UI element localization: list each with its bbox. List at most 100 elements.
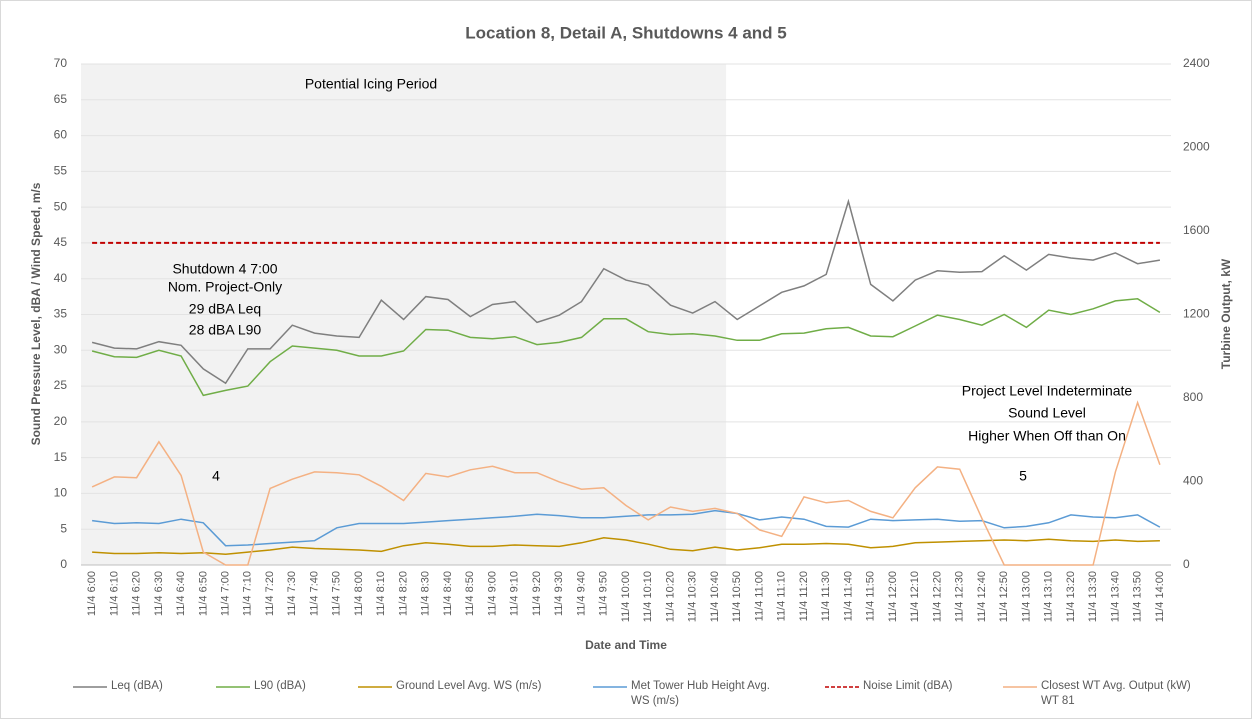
x-tick-label: 11/4 9:00 <box>486 571 498 616</box>
x-tick-label: 11/4 9:10 <box>509 571 521 616</box>
legend-label: Ground Level Avg. WS (m/s) <box>396 680 542 692</box>
legend-label: L90 (dBA) <box>254 680 306 692</box>
x-tick-label: 11/4 7:00 <box>219 571 231 616</box>
x-tick-label: 11/4 6:00 <box>86 571 98 616</box>
x-tick-label: 11/4 12:20 <box>931 571 943 622</box>
legend-swatch <box>358 686 392 688</box>
annotation: 29 dBA Leq <box>189 301 261 317</box>
annotation: 4 <box>212 468 220 484</box>
x-tick-label: 11/4 12:00 <box>887 571 899 622</box>
y-axis-label: Sound Pressure Level, dBA / Wind Speed, … <box>29 182 43 445</box>
y-tick-label: 25 <box>54 378 68 392</box>
x-tick-label: 11/4 11:30 <box>820 571 832 621</box>
x-tick-label: 11/4 10:50 <box>731 571 743 622</box>
x-tick-label: 11/4 10:20 <box>664 571 676 622</box>
annotation: Nom. Project-Only <box>168 279 282 295</box>
y2-tick-label: 0 <box>1183 557 1190 571</box>
x-tick-label: 11/4 8:10 <box>375 571 387 616</box>
legend-swatch <box>216 686 250 688</box>
x-tick-label: 11/4 6:10 <box>108 571 120 616</box>
y-tick-label: 65 <box>54 92 68 106</box>
series-line <box>91 298 1161 397</box>
x-tick-label: 11/4 7:30 <box>286 571 298 616</box>
annotation: Higher When Off than On <box>968 428 1126 444</box>
y-tick-label: 5 <box>60 521 67 535</box>
y-tick-label: 55 <box>54 164 68 178</box>
legend-label: Noise Limit (dBA) <box>863 680 953 692</box>
y-tick-label: 50 <box>54 199 68 213</box>
x-tick-label: 11/4 7:20 <box>264 571 276 616</box>
y-tick-label: 15 <box>54 450 68 464</box>
x-tick-label: 11/4 11:00 <box>753 571 765 621</box>
x-tick-label: 11/4 6:50 <box>197 571 209 616</box>
series-line <box>92 509 1161 547</box>
x-tick-label: 11/4 8:30 <box>420 571 432 616</box>
y-tick-label: 60 <box>54 128 68 142</box>
legend-swatch <box>1003 686 1037 688</box>
x-tick-label: 11/4 11:50 <box>865 571 877 621</box>
series-line <box>91 198 1161 385</box>
x-tick-label: 11/4 12:50 <box>998 571 1010 622</box>
y2-tick-label: 800 <box>1183 390 1203 404</box>
x-tick-label: 11/4 8:20 <box>397 571 409 616</box>
y-tick-label: 35 <box>54 307 68 321</box>
x-tick-label: 11/4 10:00 <box>620 571 632 622</box>
series-line <box>92 537 1160 556</box>
x-tick-label: 11/4 13:40 <box>1109 571 1121 622</box>
y-tick-label: 45 <box>54 235 68 249</box>
x-tick-label: 11/4 11:10 <box>776 571 788 621</box>
x-tick-label: 11/4 12:40 <box>976 571 988 622</box>
annotation: Shutdown 4 7:00 <box>172 261 277 277</box>
x-tick-label: 11/4 14:00 <box>1154 571 1166 622</box>
x-tick-label: 11/4 13:00 <box>1020 571 1032 622</box>
legend-label: Leq (dBA) <box>111 680 163 692</box>
x-tick-label: 11/4 8:40 <box>442 571 454 616</box>
x-tick-label: 11/4 13:50 <box>1132 571 1144 622</box>
annotation: Sound Level <box>1008 405 1086 421</box>
annotation: 28 dBA L90 <box>189 322 262 338</box>
legend-item: Closest WT Avg. Output (kW) WT 81 <box>1001 679 1191 709</box>
y-tick-label: 20 <box>54 414 68 428</box>
x-tick-label: 11/4 6:40 <box>175 571 187 616</box>
x-tick-label: 11/4 13:20 <box>1065 571 1077 622</box>
legend-item: Leq (dBA) <box>71 679 261 695</box>
legend-item: Noise Limit (dBA) <box>823 679 1013 695</box>
x-tick-label: 11/4 9:40 <box>575 571 587 616</box>
legend-item: Ground Level Avg. WS (m/s) <box>356 679 546 695</box>
y-tick-label: 70 <box>54 56 68 70</box>
x-tick-label: 11/4 13:10 <box>1043 571 1055 622</box>
x-tick-label: 11/4 9:20 <box>531 571 543 616</box>
x-tick-label: 11/4 6:20 <box>131 571 143 616</box>
series-line <box>91 400 1161 566</box>
x-tick-label: 11/4 6:30 <box>153 571 165 616</box>
legend-swatch <box>593 686 627 688</box>
annotation: Potential Icing Period <box>305 76 437 92</box>
x-tick-label: 11/4 13:30 <box>1087 571 1099 622</box>
y2-tick-label: 1600 <box>1183 223 1210 237</box>
x-tick-label: 11/4 10:30 <box>687 571 699 622</box>
y2-tick-label: 2400 <box>1183 56 1210 70</box>
x-axis-label: Date and Time <box>585 638 667 652</box>
x-tick-label: 11/4 11:20 <box>798 571 810 621</box>
x-tick-label: 11/4 12:30 <box>954 571 966 622</box>
y-tick-label: 10 <box>54 486 68 500</box>
y-tick-label: 40 <box>54 271 68 285</box>
x-tick-label: 11/4 9:30 <box>553 571 565 616</box>
y-tick-label: 30 <box>54 342 68 356</box>
legend-item: Met Tower Hub Height Avg. WS (m/s) <box>591 679 781 709</box>
x-tick-label: 11/4 7:10 <box>242 571 254 616</box>
y2-tick-label: 2000 <box>1183 140 1210 154</box>
x-tick-label: 11/4 8:00 <box>353 571 365 616</box>
x-tick-label: 11/4 9:50 <box>598 571 610 616</box>
annotation: 5 <box>1019 468 1027 484</box>
legend-label: Met Tower Hub Height Avg. WS (m/s) <box>631 680 770 707</box>
legend-label: Closest WT Avg. Output (kW) WT 81 <box>1041 680 1191 707</box>
chart-title: Location 8, Detail A, Shutdowns 4 and 5 <box>465 23 786 42</box>
x-tick-label: 11/4 11:40 <box>842 571 854 621</box>
y2-axis-label: Turbine Output, kW <box>1219 258 1233 369</box>
y2-tick-label: 1200 <box>1183 307 1210 321</box>
y-tick-label: 0 <box>60 557 67 571</box>
x-tick-label: 11/4 12:10 <box>909 571 921 622</box>
